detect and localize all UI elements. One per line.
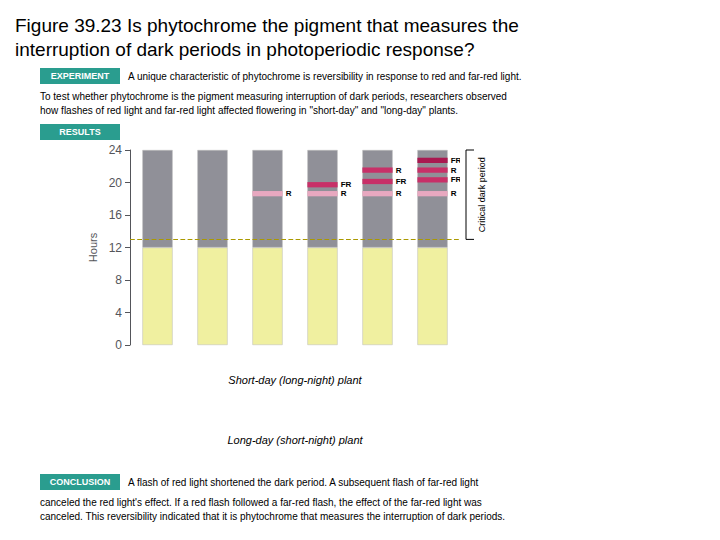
svg-text:Critical dark period: Critical dark period (477, 157, 487, 232)
svg-text:interruption of dark periods i: interruption of dark periods in photoper… (15, 39, 474, 60)
svg-text:Long-day (short-night) plant: Long-day (short-night) plant (227, 434, 363, 446)
svg-text:EXPERIMENT: EXPERIMENT (51, 71, 110, 81)
svg-text:FR: FR (451, 156, 462, 165)
svg-text:Figure 39.23 Is phytochrome th: Figure 39.23 Is phytochrome the pigment … (15, 15, 519, 36)
svg-text:20: 20 (109, 176, 123, 190)
svg-text:R: R (451, 189, 457, 198)
svg-text:A flash of red light shortened: A flash of red light shortened the dark … (128, 477, 478, 488)
svg-text:R: R (396, 189, 402, 198)
svg-text:RESULTS: RESULTS (59, 127, 100, 137)
svg-text:Hours: Hours (87, 232, 99, 262)
svg-text:A unique characteristic of phy: A unique characteristic of phytochrome i… (128, 71, 522, 82)
svg-text:Short-day (long-night) plant: Short-day (long-night) plant (228, 374, 362, 386)
svg-text:canceled. This reversibility i: canceled. This reversibility indicated t… (40, 511, 505, 522)
svg-text:CONCLUSION: CONCLUSION (50, 477, 111, 487)
svg-text:16: 16 (109, 208, 123, 222)
svg-text:R: R (451, 166, 457, 175)
svg-text:FR: FR (341, 180, 352, 189)
svg-text:0: 0 (115, 338, 122, 352)
svg-text:8: 8 (115, 273, 122, 287)
svg-text:R: R (341, 189, 347, 198)
svg-text:24: 24 (109, 143, 123, 157)
svg-text:how flashes of red light and f: how flashes of red light and far-red lig… (40, 105, 458, 116)
svg-text:FR: FR (396, 177, 407, 186)
svg-text:To test whether phytochrome is: To test whether phytochrome is the pigme… (40, 91, 507, 102)
svg-text:FR: FR (451, 175, 462, 184)
svg-text:canceled the red light's effec: canceled the red light's effect. If a re… (40, 497, 482, 508)
svg-text:R: R (396, 166, 402, 175)
svg-text:12: 12 (109, 241, 123, 255)
svg-text:4: 4 (115, 306, 122, 320)
svg-text:R: R (286, 189, 292, 198)
